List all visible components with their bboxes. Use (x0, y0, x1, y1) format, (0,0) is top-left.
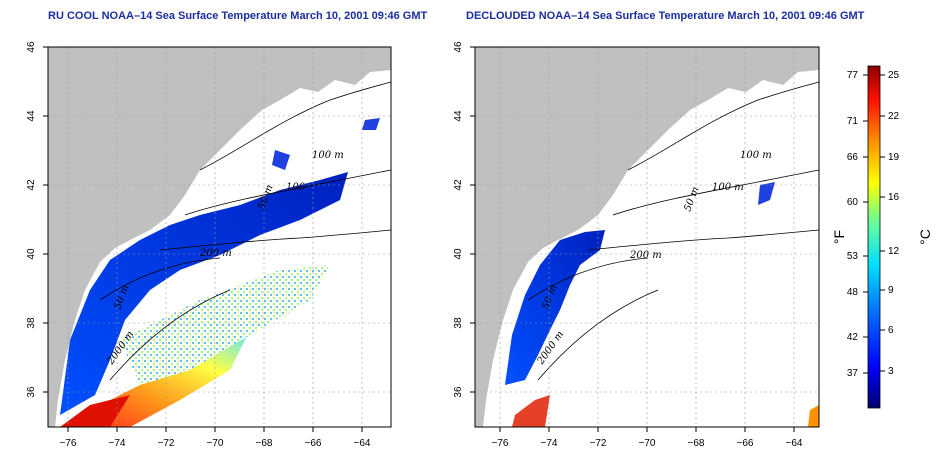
left-x-tick-label: −72 (158, 438, 175, 449)
colorbar-f-tick: 77 (847, 70, 859, 81)
right-land (475, 47, 819, 427)
left-y-tick-label: 46 (26, 41, 37, 53)
colorbar-f-tick: 53 (847, 251, 859, 262)
left-x-tick-label: −76 (60, 438, 77, 449)
left-contour-label-3: 200 m (199, 248, 232, 259)
right-y-tick-label: 38 (453, 317, 464, 329)
left-y-tick-label: 38 (26, 317, 37, 329)
colorbar-c-tick: 25 (888, 70, 900, 81)
colorbar-c-tick: 16 (888, 192, 900, 203)
right-x-tick-label: −72 (590, 438, 607, 449)
left-y-tick-label: 44 (26, 110, 37, 122)
right-y-tick-label: 36 (453, 386, 464, 398)
colorbar-c-tick: 19 (888, 152, 900, 163)
left-x-tick-label: −68 (256, 438, 273, 449)
left-gridlines (48, 47, 391, 427)
left-x-tick-label: −66 (305, 438, 322, 449)
colorbar-f-tick: 71 (847, 116, 859, 127)
left-y-tick-label: 36 (26, 386, 37, 398)
left-y-axis (43, 46, 48, 393)
left-x-tick-label: −74 (109, 438, 126, 449)
colorbar-c-tick: 3 (888, 366, 894, 377)
right-y-tick-label: 46 (453, 41, 464, 53)
right-y-tick-label: 44 (453, 110, 464, 122)
colorbar-c-tick: 12 (888, 246, 900, 257)
right-contour-label-3: 200 m (629, 250, 662, 261)
right-contour-label-1: 100 m (712, 182, 744, 193)
right-x-axis (499, 427, 795, 432)
fahrenheit-unit-label: °F (831, 230, 847, 244)
right-x-tick-label: −74 (541, 438, 558, 449)
left-contour-label-0: 100 m (312, 150, 344, 161)
colorbar-c-tick: 22 (888, 111, 900, 122)
right-x-tick-label: −66 (737, 438, 754, 449)
right-map-panel: 100 m 100 m 50 m 200 m 50 m 2000 m (474, 46, 820, 428)
right-panel-title: DECLOUDED NOAA–14 Sea Surface Temperatur… (466, 10, 865, 22)
colorbar-f-tick: 37 (847, 368, 859, 379)
colorbar-c-tick: 6 (888, 325, 894, 336)
right-y-tick-label: 42 (453, 179, 464, 191)
colorbar-f-tick: 42 (847, 332, 859, 343)
right-contour-label-0: 100 m (740, 150, 772, 161)
left-y-tick-label: 40 (26, 248, 37, 260)
left-land (48, 47, 391, 427)
colorbar-c-tick: 9 (888, 285, 894, 296)
left-x-tick-label: −70 (207, 438, 224, 449)
right-x-tick-label: −68 (688, 438, 705, 449)
left-contours (99, 81, 391, 381)
left-speckle-region (120, 265, 330, 385)
right-x-tick-label: −64 (786, 438, 803, 449)
left-x-tick-label: −64 (354, 438, 371, 449)
right-y-tick-label: 40 (453, 248, 464, 260)
left-y-tick-label: 42 (26, 179, 37, 191)
right-y-axis (470, 46, 475, 393)
left-cold-water (60, 172, 348, 415)
right-cold-water (505, 230, 605, 385)
left-map-panel: 100 m 100 50 m 200 m 50 m 2000 m (47, 46, 392, 428)
right-x-tick-label: −70 (639, 438, 656, 449)
left-panel-title: RU COOL NOAA–14 Sea Surface Temperature … (48, 10, 428, 22)
left-x-axis (67, 427, 363, 432)
colorbar-f-tick: 48 (847, 287, 859, 298)
celsius-unit-label: °C (917, 229, 933, 245)
left-contour-label-1: 100 (286, 182, 306, 193)
right-gridlines (475, 47, 819, 427)
colorbar (863, 65, 885, 409)
colorbar-f-tick: 66 (847, 152, 859, 163)
colorbar-f-tick: 60 (847, 197, 859, 208)
right-x-tick-label: −76 (492, 438, 509, 449)
